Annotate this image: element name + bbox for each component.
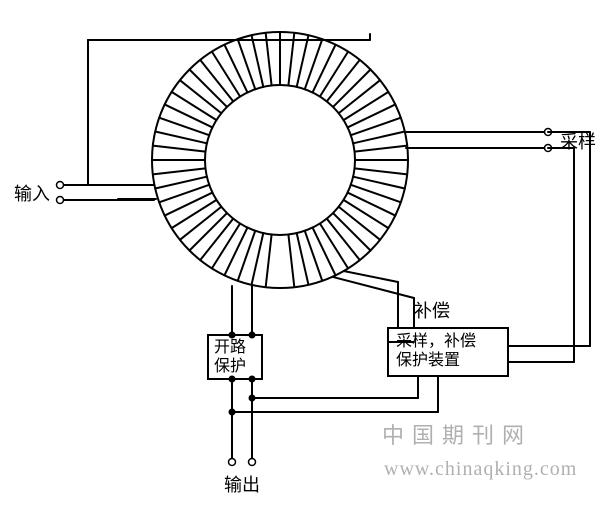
label-comp: 补偿 bbox=[414, 297, 450, 323]
label-sample: 采样 bbox=[560, 128, 596, 154]
box-open-protect-text: 开路 保护 bbox=[214, 338, 246, 376]
watermark-line2: www.chinaqking.com bbox=[384, 458, 577, 481]
sample-comp-line2: 保护装置 bbox=[396, 352, 460, 369]
label-output: 输出 bbox=[224, 471, 260, 497]
sample-comp-line1: 采样，补偿 bbox=[396, 333, 476, 350]
open-protect-line1: 开路 bbox=[214, 339, 246, 356]
watermark-line1: 中国期刊网 bbox=[382, 418, 532, 450]
open-protect-line2: 保护 bbox=[214, 358, 246, 375]
label-input: 输入 bbox=[14, 180, 50, 206]
box-sample-comp-text: 采样，补偿 保护装置 bbox=[396, 332, 476, 370]
